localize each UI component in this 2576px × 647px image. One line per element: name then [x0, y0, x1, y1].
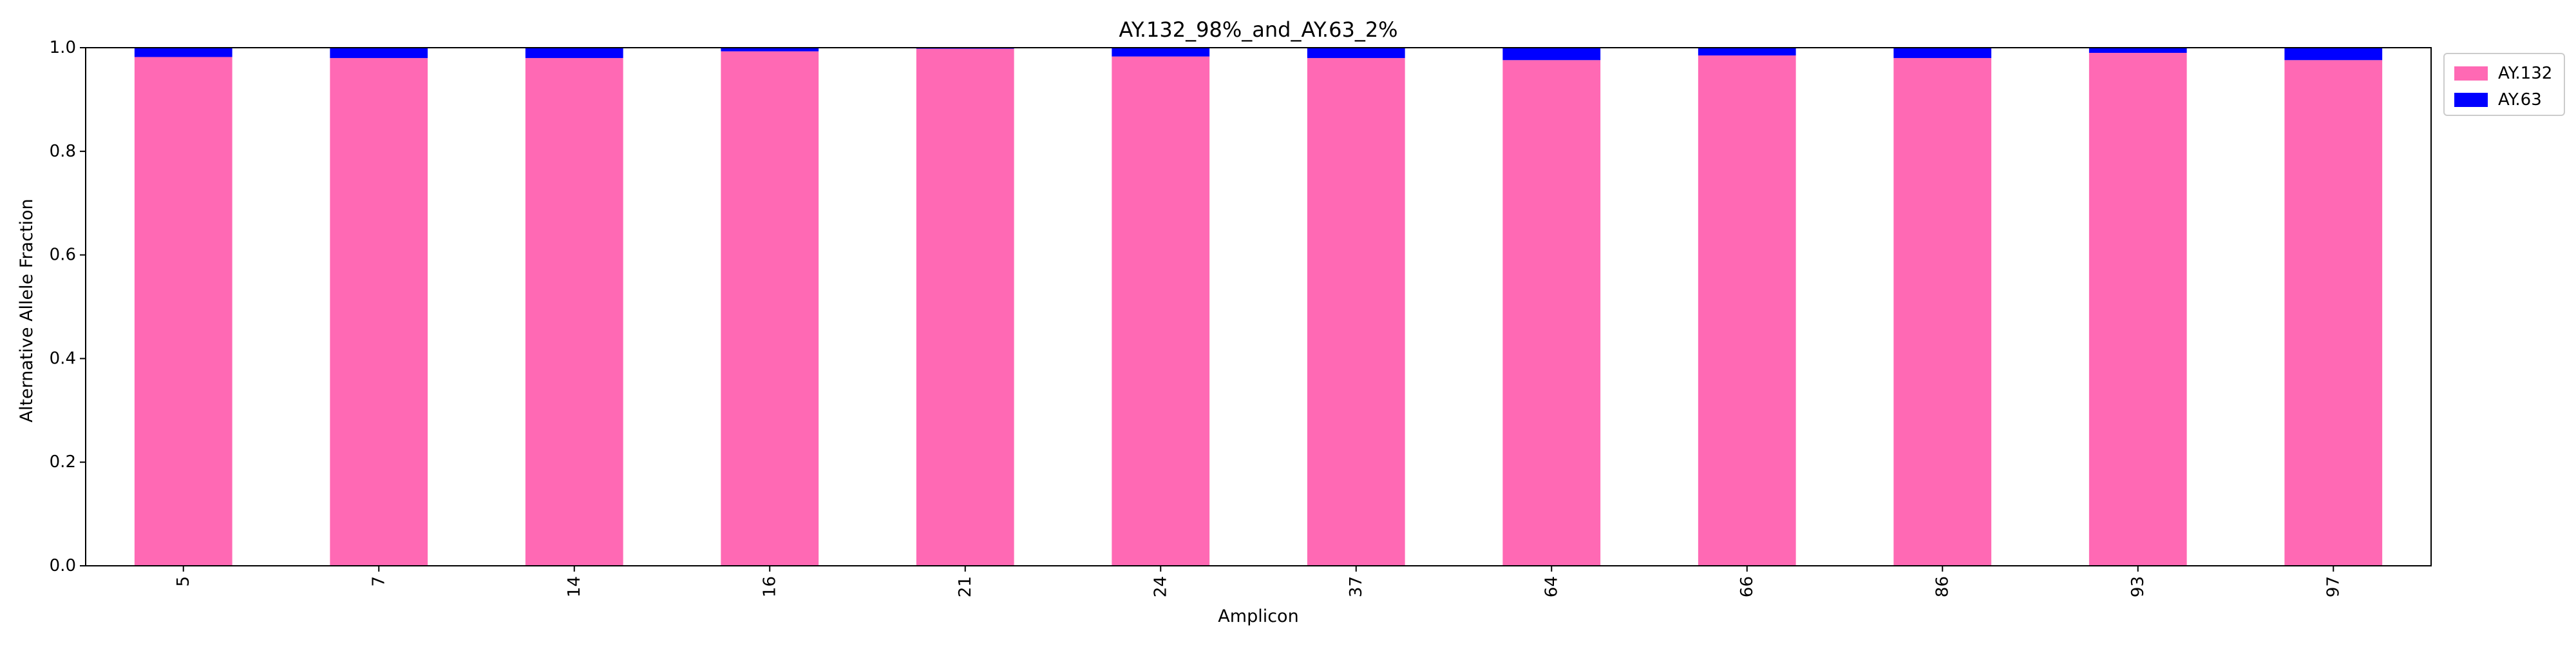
x-tick-label: 14: [565, 576, 584, 597]
x-axis-label: Amplicon: [1218, 606, 1298, 626]
bar-ay-63-14: [525, 48, 623, 59]
x-tick-label: 16: [760, 576, 779, 597]
bar-ay-63-86: [1893, 48, 1992, 59]
chart-title: AY.132_98%_and_AY.63_2%: [1119, 17, 1397, 42]
bar-ay-63-93: [2088, 48, 2187, 53]
bar-ay-63-66: [1698, 48, 1796, 56]
bar-ay-63-64: [1502, 48, 1601, 61]
bar-ay-132-21: [916, 48, 1014, 566]
y-tick-label: 1.0: [50, 38, 76, 57]
bar-ay-63-37: [1307, 48, 1405, 59]
bar-ay-63-5: [134, 48, 232, 57]
y-tick-label: 0.6: [50, 246, 76, 265]
x-tick-label: 86: [1933, 576, 1952, 597]
y-tick-label: 0.8: [50, 142, 76, 161]
y-tick-label: 0.4: [50, 349, 76, 368]
x-tick-label: 5: [174, 576, 193, 587]
bar-ay-63-16: [721, 48, 819, 52]
legend: AY.132 AY.63: [2443, 53, 2565, 116]
x-tick-label: 37: [1347, 576, 1366, 597]
bar-ay-132-64: [1502, 60, 1601, 566]
x-tick-label: 21: [956, 576, 975, 597]
legend-swatch-ay-132: [2454, 66, 2488, 81]
bar-ay-63-24: [1112, 48, 1210, 57]
x-tick-label: 24: [1151, 576, 1170, 597]
x-tick-label: 7: [369, 576, 388, 587]
bar-ay-132-16: [721, 51, 819, 566]
bar-ay-132-97: [2284, 60, 2383, 566]
plot-frame: [85, 47, 2432, 566]
x-tick-label: 66: [1738, 576, 1757, 597]
y-tick-label: 0.0: [50, 556, 76, 575]
bar-ay-132-93: [2088, 53, 2187, 566]
bar-ay-63-97: [2284, 48, 2383, 61]
y-tick-label: 0.2: [50, 452, 76, 472]
legend-label-ay-132: AY.132: [2498, 64, 2552, 83]
bar-ay-63-7: [330, 48, 428, 59]
legend-swatch-ay-63: [2454, 93, 2488, 107]
bar-ay-132-7: [330, 58, 428, 566]
x-tick-label: 64: [1542, 576, 1561, 597]
bar-ay-132-24: [1112, 56, 1210, 566]
bar-ay-132-5: [134, 57, 232, 566]
y-axis-label: Alternative Allele Fraction: [17, 198, 37, 422]
x-tick-label: 93: [2128, 576, 2148, 597]
x-tick-label: 97: [2324, 576, 2343, 597]
bar-ay-132-14: [525, 58, 623, 566]
bar-ay-132-37: [1307, 58, 1405, 566]
bar-ay-132-66: [1698, 55, 1796, 566]
bar-ay-132-86: [1893, 58, 1992, 566]
legend-label-ay-63: AY.63: [2498, 90, 2542, 110]
